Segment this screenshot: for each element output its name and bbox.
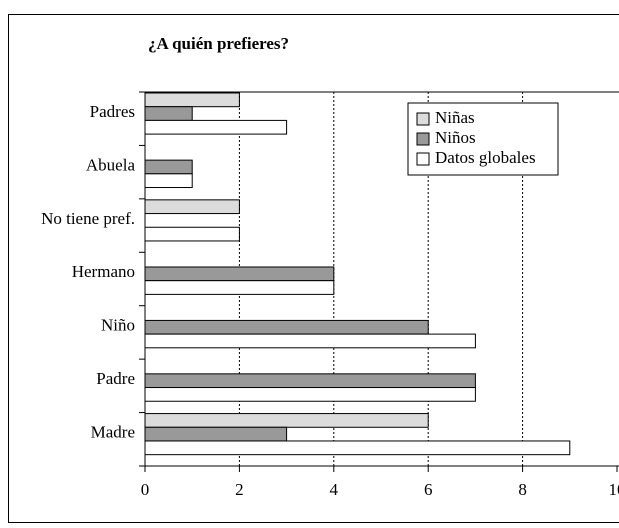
- legend-swatch: [416, 112, 430, 126]
- y-tick-label: Padres: [90, 102, 135, 121]
- bar: [144, 173, 193, 189]
- bar: [144, 226, 240, 242]
- y-tick-label: Madre: [91, 422, 135, 441]
- bar: [144, 199, 240, 215]
- legend-swatch: [416, 152, 430, 166]
- y-tick-label: No tiene pref.: [41, 209, 135, 228]
- bar: [144, 333, 476, 349]
- y-tick-label: Niño: [101, 316, 135, 335]
- bar: [144, 266, 335, 282]
- x-tick-label: 2: [235, 480, 244, 499]
- y-tick-label: Hermano: [72, 262, 135, 281]
- bar: [144, 413, 429, 428]
- legend-label: Niños: [435, 128, 476, 147]
- x-tick-label: 8: [518, 480, 527, 499]
- bar: [144, 119, 288, 135]
- x-tick-label: 0: [141, 480, 150, 499]
- bar: [144, 106, 193, 121]
- legend-label: Niñas: [435, 108, 475, 127]
- chart-title: ¿A quién prefieres?: [148, 34, 289, 53]
- bar: [144, 373, 476, 389]
- x-tick-label: 10: [609, 480, 619, 499]
- x-tick-label: 4: [330, 480, 339, 499]
- bar: [144, 387, 476, 402]
- y-tick-label: Padre: [96, 369, 135, 388]
- bar: [144, 319, 429, 335]
- bar: [144, 92, 240, 108]
- legend-label: Datos globales: [435, 148, 536, 167]
- legend-box: [407, 102, 559, 176]
- x-tick-label: 6: [424, 480, 433, 499]
- bar: [144, 159, 193, 175]
- bar: [144, 280, 335, 295]
- bar: [144, 440, 571, 456]
- frame: [8, 14, 619, 523]
- bar: [144, 426, 288, 442]
- y-tick-label: Abuela: [86, 155, 136, 174]
- legend-swatch: [416, 132, 430, 146]
